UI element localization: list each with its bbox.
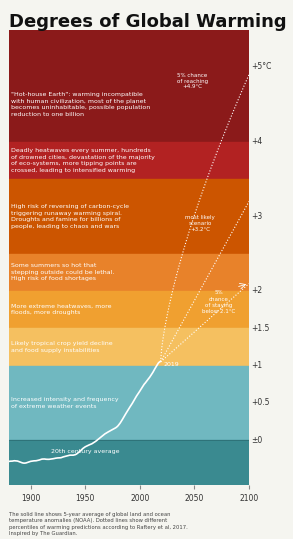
- Text: Likely tropical crop yield decline
and food supply instabilities: Likely tropical crop yield decline and f…: [11, 341, 113, 353]
- Text: +1: +1: [251, 361, 262, 370]
- Text: "Hot-house Earth": warming incompatible
with human civilization, most of the pla: "Hot-house Earth": warming incompatible …: [11, 92, 150, 117]
- Text: most likely
scenario
+3.2°C: most likely scenario +3.2°C: [185, 215, 215, 232]
- Text: More extreme heatwaves, more
floods, more droughts: More extreme heatwaves, more floods, mor…: [11, 304, 111, 315]
- Bar: [9, 142, 249, 179]
- Bar: [9, 291, 249, 328]
- Text: Some summers so hot that
stepping outside could be lethal.
High risk of food sho: Some summers so hot that stepping outsid…: [11, 263, 114, 281]
- Text: ±0: ±0: [251, 436, 263, 445]
- Bar: [9, 328, 249, 365]
- Text: +2: +2: [251, 286, 262, 295]
- Text: +4: +4: [251, 137, 263, 146]
- Bar: [9, 440, 249, 485]
- Text: Deadly heatwaves every summer, hundreds
of drowned cities, devastation of the ma: Deadly heatwaves every summer, hundreds …: [11, 148, 155, 172]
- Text: 5% chance
of reaching
+4.9°C: 5% chance of reaching +4.9°C: [177, 73, 208, 89]
- Text: 20th century average: 20th century average: [51, 449, 120, 454]
- Bar: [9, 0, 249, 142]
- Bar: [9, 254, 249, 291]
- Bar: [9, 365, 249, 440]
- Bar: [9, 179, 249, 254]
- Text: +0.5: +0.5: [251, 398, 270, 407]
- Text: 2019: 2019: [164, 362, 180, 367]
- Text: Degrees of Global Warming: Degrees of Global Warming: [9, 13, 287, 31]
- Text: The solid line shows 5-year average of global land and ocean
temperature anomali: The solid line shows 5-year average of g…: [9, 512, 188, 536]
- Text: High risk of reversing of carbon-cycle
triggering runaway warming spiral.
Drough: High risk of reversing of carbon-cycle t…: [11, 204, 129, 229]
- Text: Increased intensity and frequency
of extreme weather events: Increased intensity and frequency of ext…: [11, 397, 119, 409]
- Text: +5°C: +5°C: [251, 63, 272, 72]
- Text: +1.5: +1.5: [251, 324, 270, 333]
- Text: +3: +3: [251, 212, 263, 221]
- Text: 5%
chance
of staying
below 2.1°C: 5% chance of staying below 2.1°C: [202, 291, 235, 314]
